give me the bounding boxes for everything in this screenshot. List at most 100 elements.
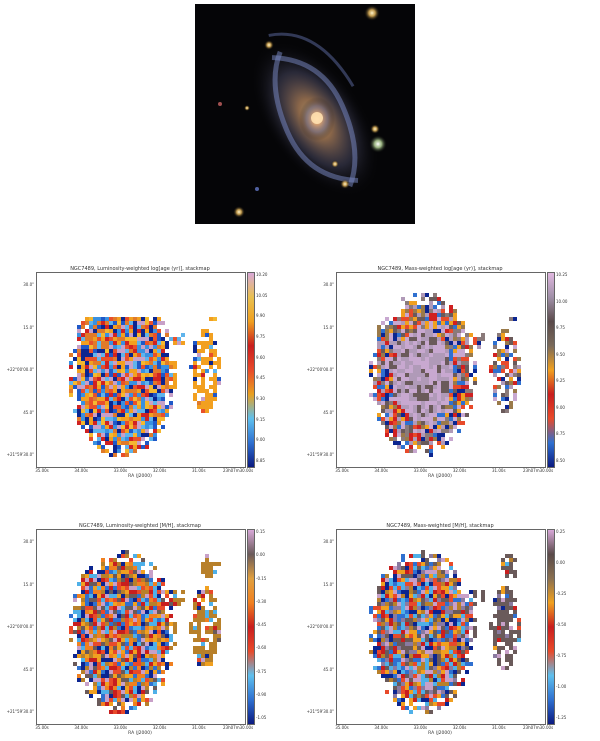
x-tick-label: 33.00s [113,725,128,730]
colorbar-tick-label: 10.05 [256,292,268,298]
colorbar-tick-label: 0.00 [556,560,565,565]
x-tick-label: 23h07m30.00s [223,468,254,473]
x-tick-label: 32.00s [452,468,467,473]
y-tick-label: +22°00'00.0" [6,367,34,372]
galaxy-image [195,4,415,224]
colorbar-tick-label: -0.50 [556,622,567,627]
x-tick-label: 34.00s [374,468,388,473]
colorbar [247,529,255,725]
colorbar-tick-label: 9.00 [556,404,565,410]
colorbar-tick-label: -1.25 [556,715,567,720]
x-tick-label: 32.00s [152,725,167,730]
panel-mass-mh: NGC7489, Mass-weighted [M/H], stackmap 3… [307,523,567,741]
colorbar-tick-label: 9.60 [256,354,265,360]
map-frame [36,529,246,725]
panel-title: NGC7489, Mass-weighted log[age (yr)], st… [377,266,503,272]
colorbar-tick-label: -1.05 [256,715,267,720]
x-tick-label: 32.00s [452,725,467,730]
x-axis-label: RA (J2000) [428,474,452,479]
colorbar-tick-label: 9.45 [256,375,265,381]
colorbar [247,272,255,468]
stackmap-image [69,317,221,457]
y-tick-label: 15.0" [323,581,334,587]
x-tick-label: 34.00s [74,468,88,473]
colorbar [547,272,555,468]
y-tick-label: +22°00'00.0" [306,367,334,372]
colorbar-tick-label: 9.15 [256,416,265,422]
panel-title: NGC7489, Luminosity-weighted [M/H], stac… [79,523,201,529]
colorbar-tick-label: 0.00 [256,552,265,558]
colorbar-tick-label: -0.75 [556,653,567,658]
stackmap-image [369,293,521,457]
colorbar-tick-label: 10.20 [256,272,268,277]
colorbar-tick-label: 10.00 [556,298,568,304]
colorbar-tick-label: 9.50 [556,351,565,357]
colorbar-tick-label: -0.60 [256,645,267,651]
panel-title: NGC7489, Mass-weighted [M/H], stackmap [386,523,494,529]
x-tick-label: 34.00s [374,725,388,730]
colorbar-tick-label: 10.25 [556,272,568,277]
stackmap-image [69,550,221,714]
map-frame [336,529,546,725]
x-tick-label: 33.00s [413,468,428,473]
x-tick-label: 31.00s [492,468,506,473]
y-tick-label: 45.0" [23,409,34,415]
galaxy-photo [195,4,415,224]
x-tick-label: 31.00s [492,725,506,730]
panel-title: NGC7489, Luminosity-weighted log[age (yr… [70,266,210,272]
x-tick-label: 32.00s [152,468,167,473]
colorbar-tick-label: 0.25 [556,529,565,534]
colorbar-tick-label: 9.75 [556,325,565,331]
y-tick-label: 15.0" [323,324,334,330]
panel-mass-age: NGC7489, Mass-weighted log[age (yr)], st… [307,266,568,486]
x-tick-label: 31.00s [192,468,206,473]
y-tick-label: +21°59'30.0" [6,452,34,457]
colorbar-tick-label: -0.25 [556,591,567,596]
colorbar-tick-label: -0.15 [256,575,267,581]
x-axis-label: RA (J2000) [428,731,452,736]
y-tick-label: 15.0" [23,581,34,587]
colorbar-tick-label: 9.90 [256,313,265,319]
x-axis-label: RA (J2000) [128,474,152,479]
y-tick-label: 30.0" [323,282,334,287]
x-tick-label: 35.00s [35,468,49,473]
y-tick-label: 45.0" [23,666,34,672]
colorbar-tick-label: 9.30 [256,396,265,401]
colorbar-tick-label: -0.30 [256,598,267,604]
colorbar-tick-label: 8.75 [556,431,565,437]
colorbar-tick-label: -0.75 [256,668,267,674]
y-tick-label: +21°59'30.0" [306,452,334,457]
y-tick-label: 15.0" [23,324,34,330]
colorbar-tick-label: 8.85 [256,458,265,463]
y-tick-label: +22°00'00.0" [306,624,334,629]
panel-lum-mh: NGC7489, Luminosity-weighted [M/H], stac… [7,523,267,741]
x-tick-label: 34.00s [74,725,88,730]
x-tick-label: 35.00s [335,468,349,473]
colorbar-tick-label: -1.00 [556,684,567,689]
x-tick-label: 33.00s [113,468,128,473]
x-axis-label: RA (J2000) [128,731,152,736]
map-frame [36,272,246,468]
x-tick-label: 31.00s [192,725,206,730]
colorbar-tick-label: 9.75 [256,334,265,339]
stackmap-image [369,550,521,714]
y-tick-label: +22°00'00.0" [6,624,34,629]
x-tick-label: 23h07m30.00s [523,468,554,473]
x-tick-label: 23h07m30.00s [523,725,554,730]
y-tick-label: 30.0" [23,282,34,287]
y-tick-label: 30.0" [323,539,334,544]
colorbar-tick-label: 9.00 [256,437,265,443]
panel-lum-age: NGC7489, Luminosity-weighted log[age (yr… [7,266,268,486]
y-tick-label: 30.0" [23,539,34,544]
y-tick-label: +21°59'30.0" [306,709,334,714]
y-tick-label: 45.0" [323,409,334,415]
y-tick-label: 45.0" [323,666,334,672]
x-tick-label: 23h07m30.00s [223,725,254,730]
x-tick-label: 35.00s [35,725,49,730]
colorbar-tick-label: 0.15 [256,529,265,534]
colorbar-tick-label: -0.90 [256,691,267,697]
colorbar-tick-label: 9.25 [556,378,565,384]
x-tick-label: 35.00s [335,725,349,730]
x-tick-label: 33.00s [413,725,428,730]
colorbar-tick-label: 8.50 [556,458,565,463]
